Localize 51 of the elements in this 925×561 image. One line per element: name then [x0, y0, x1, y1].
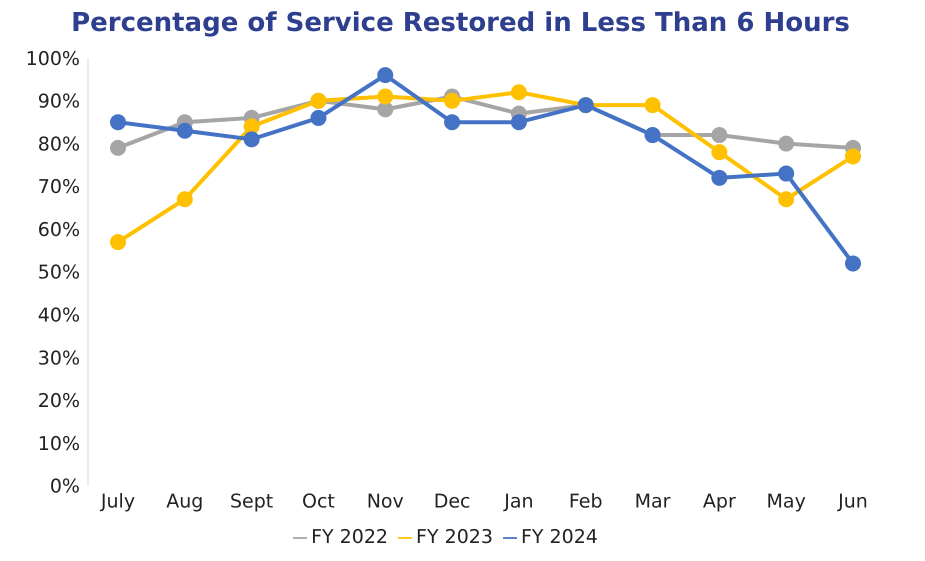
- x-tick-label: Jun: [837, 490, 868, 512]
- point: [377, 101, 394, 118]
- point: [510, 84, 527, 100]
- point: [778, 136, 794, 152]
- point: [711, 127, 728, 144]
- x-tick-label: Feb: [568, 490, 603, 512]
- point: [244, 118, 260, 134]
- point: [444, 92, 460, 109]
- point: [845, 255, 861, 272]
- point: [510, 114, 527, 130]
- point: [845, 148, 861, 164]
- x-tick-label: Jan: [503, 490, 534, 512]
- point: [110, 234, 126, 250]
- point: [110, 114, 126, 130]
- y-tick-label: 90%: [38, 90, 80, 113]
- y-tick-label: 80%: [38, 133, 80, 156]
- x-tick-label: Dec: [434, 490, 470, 512]
- x-tick-label: May: [766, 490, 806, 512]
- point: [444, 114, 460, 130]
- y-tick-label: 70%: [38, 176, 80, 198]
- point: [377, 88, 394, 105]
- point: [310, 110, 326, 126]
- y-tick-label: 30%: [38, 347, 80, 370]
- legend-label: FY 2024: [520, 526, 598, 548]
- chart-title: Percentage of Service Restored in Less Than 6 Hours: [70, 8, 851, 38]
- y-tick-label: 50%: [38, 262, 80, 284]
- point: [110, 140, 126, 156]
- x-tick-label: July: [100, 490, 136, 512]
- point: [711, 170, 728, 186]
- point: [711, 144, 728, 160]
- point: [176, 191, 193, 208]
- legend-label: FY 2023: [416, 526, 493, 548]
- x-tick-label: Apr: [702, 490, 736, 512]
- point: [176, 122, 193, 139]
- x-tick-label: Oct: [302, 490, 335, 512]
- x-tick-label: Mar: [634, 490, 671, 512]
- point: [778, 166, 794, 182]
- x-tick-label: Aug: [166, 490, 204, 512]
- y-tick-label: 60%: [38, 218, 80, 241]
- point: [377, 67, 394, 84]
- y-tick-label: 100%: [26, 48, 80, 70]
- y-tick-label: 10%: [38, 432, 80, 455]
- point: [778, 191, 794, 208]
- x-tick-label: Sept: [230, 490, 274, 512]
- legend-label: FY 2022: [311, 526, 388, 548]
- y-tick-label: 20%: [38, 390, 80, 412]
- y-tick-label: 0%: [50, 476, 80, 498]
- point: [644, 97, 661, 114]
- x-tick-label: Nov: [366, 490, 404, 512]
- point: [244, 131, 260, 148]
- y-tick-label: 40%: [38, 304, 80, 327]
